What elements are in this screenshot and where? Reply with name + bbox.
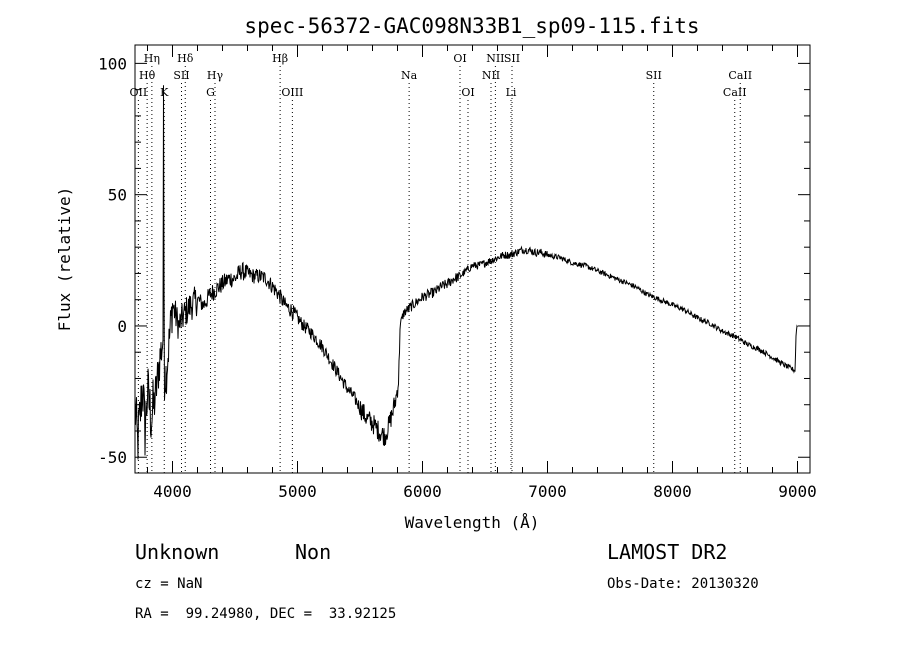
y-tick-label: 100	[98, 54, 127, 73]
spectral-line-label: SII	[646, 69, 662, 82]
y-tick-label: 0	[117, 317, 127, 336]
spectral-line-label: OI	[461, 86, 474, 99]
spectral-line-label: G	[206, 86, 215, 99]
spectral-line-label: NII	[482, 69, 500, 82]
object-subclass: Non	[295, 540, 332, 564]
spectral-line-label: OI	[453, 52, 466, 65]
spectral-line-label: Hβ	[272, 52, 288, 65]
spectral-line-label: Hθ	[139, 69, 156, 82]
spectral-line-label: OIII	[281, 86, 303, 99]
spectral-line-label: Na	[401, 69, 418, 82]
x-tick-label: 7000	[528, 482, 567, 501]
object-class: Unknown	[135, 540, 220, 564]
spectrum-line	[134, 85, 798, 460]
coordinates-readout: RA = 99.24980, DEC = 33.92125	[135, 606, 397, 622]
spectral-line-label: CaII	[728, 69, 752, 82]
x-tick-label: 6000	[403, 482, 442, 501]
spectral-line-label: OII	[130, 86, 148, 99]
x-tick-label: 4000	[153, 482, 192, 501]
x-tick-label: 5000	[278, 482, 317, 501]
redshift-readout: cz = NaN	[135, 576, 203, 592]
spectral-line-label: Hγ	[207, 69, 224, 82]
chart-title: spec-56372-GAC098N33B1_sp09-115.fits	[244, 14, 699, 38]
axis-ticks: 4000 5000 6000 7000 8000 9000 -50 0 50 100	[98, 45, 817, 501]
spectral-line-label: SII	[173, 69, 189, 82]
x-tick-label: 9000	[778, 482, 817, 501]
spectral-line-label: Hδ	[177, 52, 194, 65]
x-axis-label: Wavelength (Å)	[405, 513, 540, 532]
spectral-line-label: K	[160, 86, 169, 99]
y-axis-label: Flux (relative)	[55, 187, 74, 332]
plot-frame	[134, 44, 811, 474]
y-tick-label: 50	[108, 186, 127, 205]
spectral-line-label: Li	[506, 86, 517, 99]
observation-date: Obs-Date: 20130320	[607, 576, 759, 592]
spectral-line-label: CaII	[723, 86, 747, 99]
spectral-line-label: SII	[504, 52, 520, 65]
y-tick-label: -50	[98, 448, 127, 467]
spectral-line-label: Hη	[144, 52, 160, 65]
spectral-line-label: NII	[486, 52, 504, 65]
survey-name: LAMOST DR2	[607, 540, 728, 564]
x-tick-label: 8000	[653, 482, 692, 501]
